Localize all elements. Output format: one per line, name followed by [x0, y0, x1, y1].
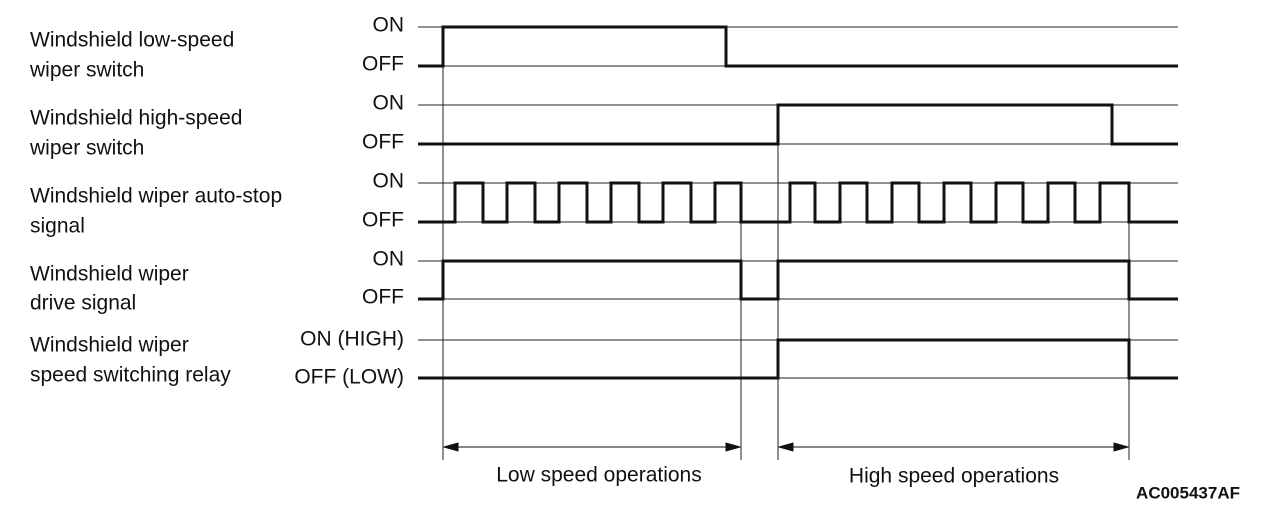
- off-label: OFF: [362, 131, 404, 154]
- span-arrows: [442, 442, 1130, 452]
- span-label: Low speed operations: [496, 464, 701, 487]
- signal-label: drive signal: [30, 292, 136, 315]
- off-label: OFF: [362, 286, 404, 309]
- signal-label: Windshield wiper: [30, 334, 189, 357]
- signal-label: signal: [30, 215, 85, 238]
- on-label: ON: [373, 14, 405, 37]
- on-label: ON (HIGH): [300, 328, 404, 351]
- signal-label: wiper switch: [29, 59, 144, 82]
- off-label: OFF: [362, 53, 404, 76]
- signal-label: speed switching relay: [30, 364, 231, 387]
- off-label: OFF: [362, 209, 404, 232]
- reference-lines: [418, 26, 1178, 460]
- on-label: ON: [373, 92, 405, 115]
- on-label: ON: [373, 248, 405, 271]
- waveforms: [418, 25, 1178, 380]
- figure-code: AC005437AF: [1136, 483, 1240, 502]
- signal-label: Windshield wiper auto-stop: [30, 185, 282, 208]
- signal-label: wiper switch: [29, 137, 144, 160]
- signal-label: Windshield wiper: [30, 263, 189, 286]
- off-label: OFF (LOW): [294, 366, 404, 389]
- span-label: High speed operations: [849, 465, 1059, 488]
- on-label: ON: [373, 170, 405, 193]
- signal-label: Windshield high-speed: [30, 107, 242, 130]
- signal-label: Windshield low-speed: [30, 29, 234, 52]
